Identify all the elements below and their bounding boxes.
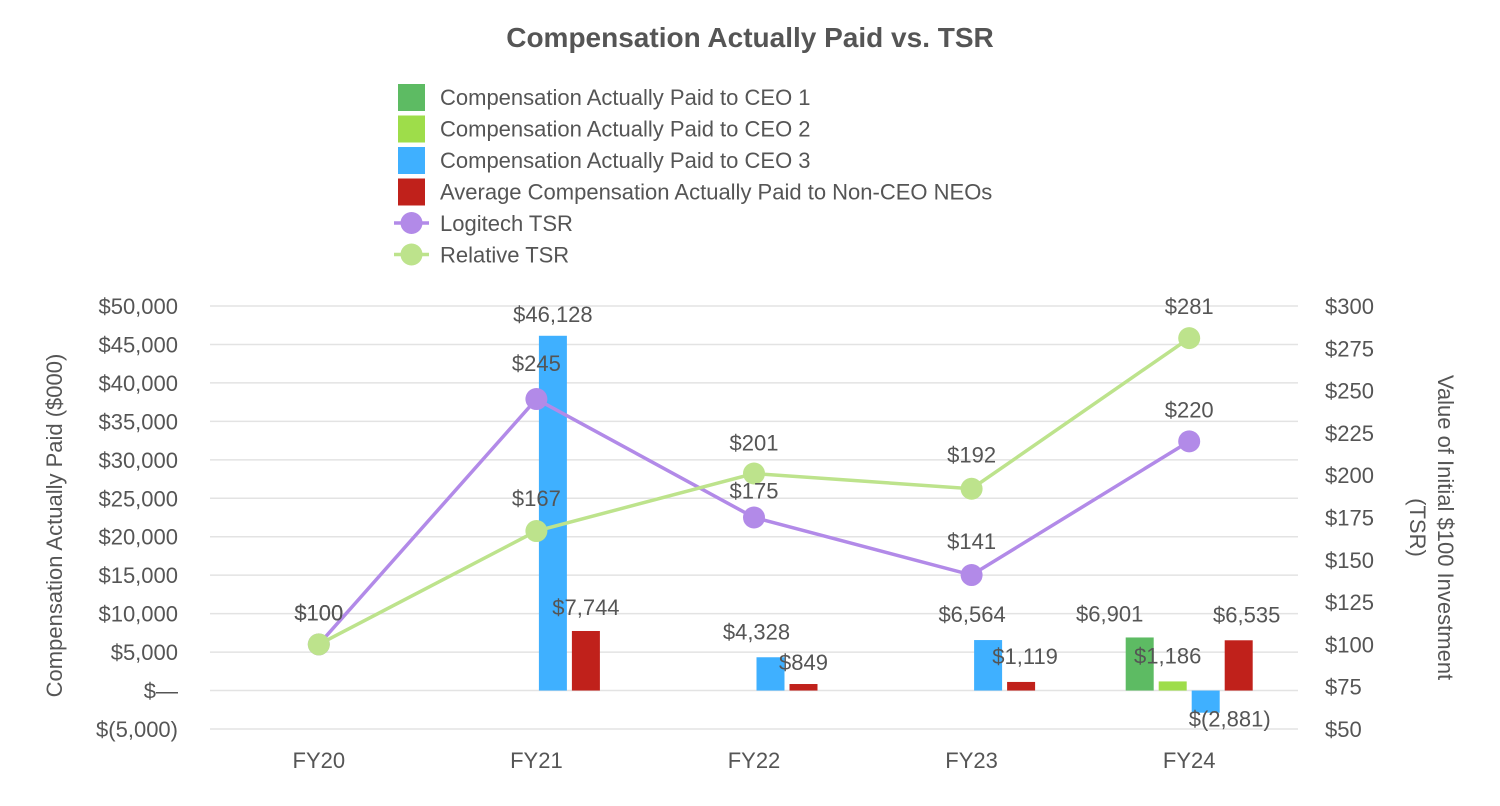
legend-swatch [398, 115, 425, 143]
bar-data-label: $849 [779, 650, 828, 675]
y-left-axis-title: Compensation Actually Paid ($000) [42, 354, 67, 698]
line-data-label: $192 [947, 443, 996, 468]
legend-marker [400, 243, 423, 266]
bar [538, 335, 567, 691]
line-data-label: $167 [512, 486, 561, 511]
y-right-tick-label: $200 [1325, 463, 1374, 488]
chart-title: Compensation Actually Paid vs. TSR [506, 22, 994, 53]
y-left-tick-label: $(5,000) [96, 717, 178, 742]
bar [974, 640, 1003, 691]
line-marker [743, 462, 765, 485]
y-right-axis-title-line2: (TSR) [1405, 498, 1430, 557]
bar-data-label: $6,564 [938, 602, 1005, 627]
y-right-tick-label: $50 [1325, 717, 1362, 742]
y-right-axis-title: Value of Initial $100 Investment [1433, 375, 1458, 680]
line-marker [743, 506, 765, 529]
y-left-tick-label: $20,000 [98, 525, 178, 550]
bar [1158, 681, 1187, 691]
line-marker [307, 633, 330, 656]
y-left-tick-label: $15,000 [98, 563, 178, 588]
bar-data-label: $1,119 [992, 644, 1058, 669]
y-left-tick-label: $— [144, 679, 178, 704]
legend-marker [400, 212, 423, 234]
legend-label: Logitech TSR [440, 211, 573, 236]
bar-data-label: $7,744 [552, 595, 619, 620]
y-right-tick-label: $175 [1325, 506, 1374, 531]
line-marker [1178, 430, 1201, 453]
line-data-label: $220 [1165, 397, 1214, 422]
y-right-tick-label: $300 [1325, 294, 1374, 319]
line-data-label: $100 [294, 600, 343, 625]
y-right-tick-label: $150 [1325, 548, 1374, 573]
bar-data-label: $4,328 [723, 619, 790, 644]
y-right-tick-label: $75 [1325, 675, 1362, 700]
bar-data-label: $46,128 [513, 302, 593, 327]
bar [1125, 637, 1154, 691]
legend-swatch [398, 147, 425, 174]
legend-label: Compensation Actually Paid to CEO 3 [440, 148, 811, 173]
y-right-tick-label: $100 [1325, 632, 1374, 657]
y-left-tick-label: $30,000 [98, 448, 178, 473]
legend-label: Average Compensation Actually Paid to No… [440, 180, 992, 205]
y-left-tick-label: $25,000 [98, 486, 178, 511]
line-marker [960, 564, 983, 587]
line-marker [525, 388, 548, 411]
line-data-label: $141 [947, 529, 996, 554]
line-data-label: $281 [1165, 294, 1214, 319]
line-marker [960, 477, 983, 500]
bar-data-label: $6,535 [1213, 602, 1280, 627]
bar [1224, 640, 1253, 691]
bar [789, 684, 818, 691]
line-data-label: $100 [294, 600, 343, 625]
bar-data-label: $(2,881) [1189, 707, 1271, 732]
y-left-tick-label: $35,000 [98, 409, 178, 434]
y-right-tick-label: $250 [1325, 379, 1374, 404]
y-right-tick-label: $225 [1325, 421, 1374, 446]
bar-data-label: $6,901 [1076, 601, 1143, 626]
line-marker [525, 520, 548, 543]
x-tick-label: FY22 [728, 748, 781, 773]
legend-swatch [398, 84, 425, 111]
line-data-label: $201 [730, 431, 779, 456]
y-left-tick-label: $40,000 [98, 371, 178, 396]
y-left-tick-label: $10,000 [98, 602, 178, 627]
x-tick-label: FY23 [945, 748, 998, 773]
legend-label: Compensation Actually Paid to CEO 1 [440, 85, 811, 110]
y-left-tick-label: $5,000 [111, 640, 178, 665]
legend-label: Compensation Actually Paid to CEO 2 [440, 117, 811, 142]
bar [756, 657, 785, 691]
bar-data-label: $1,186 [1134, 643, 1201, 668]
line-data-label: $175 [730, 479, 779, 504]
y-right-tick-label: $275 [1325, 336, 1374, 361]
bar [1191, 690, 1220, 713]
line-marker [1178, 327, 1201, 350]
bar [571, 630, 600, 691]
legend-label: Relative TSR [440, 243, 569, 268]
y-left-tick-label: $50,000 [98, 294, 178, 319]
x-tick-label: FY20 [293, 748, 346, 773]
x-tick-label: FY24 [1163, 748, 1216, 773]
line-data-label: $245 [512, 351, 561, 376]
bar [1007, 681, 1036, 691]
x-tick-label: FY21 [510, 748, 563, 773]
legend-swatch [398, 178, 425, 206]
y-left-tick-label: $45,000 [98, 332, 178, 357]
y-right-tick-label: $125 [1325, 590, 1374, 615]
